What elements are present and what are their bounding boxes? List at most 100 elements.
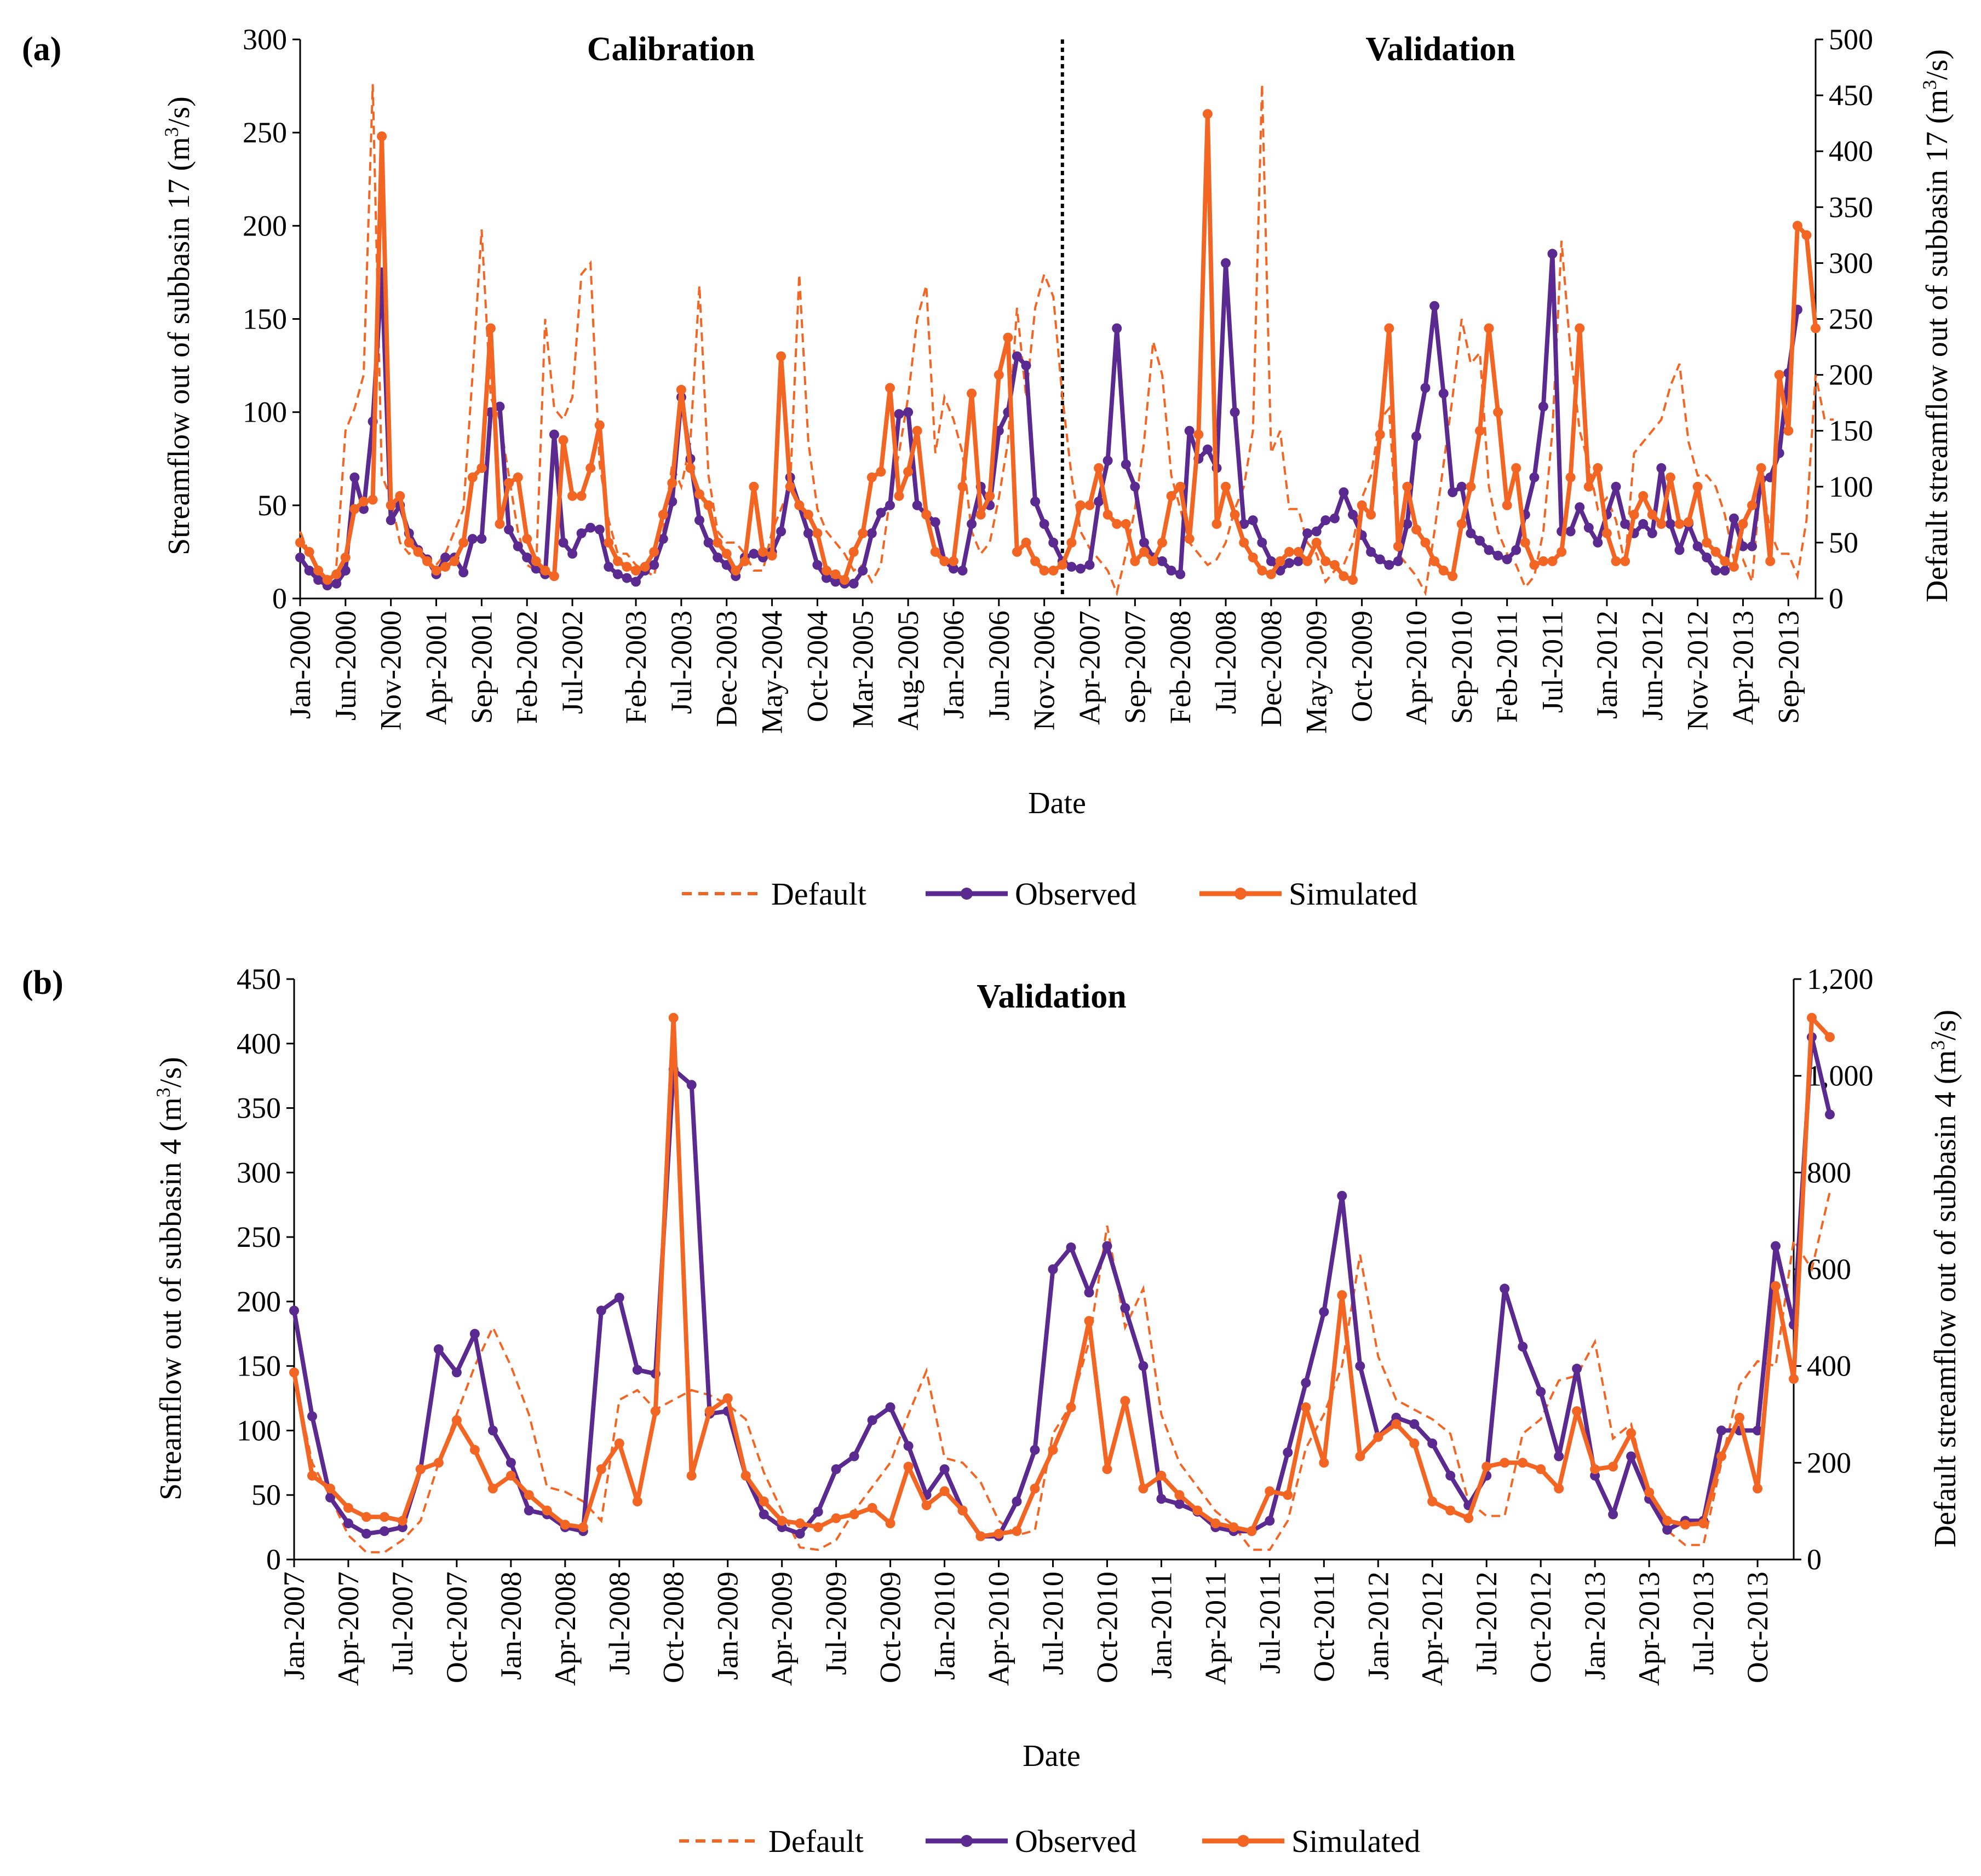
series-simulated-point — [440, 562, 451, 572]
legend-a-simulated-label: Simulated — [1289, 876, 1417, 912]
series-simulated-point — [794, 500, 805, 510]
right-tick-label: 800 — [1807, 1156, 1851, 1189]
series-simulated-point — [524, 1490, 534, 1500]
series-observed-point — [1230, 407, 1240, 417]
x-tick-label: Nov-2000 — [375, 611, 407, 730]
series-observed-point — [1319, 1307, 1329, 1317]
series-observed-point — [1301, 1378, 1311, 1388]
series-simulated-point — [1593, 463, 1603, 473]
series-observed-point — [1647, 528, 1657, 538]
series-observed-point — [1266, 556, 1276, 566]
series-observed-point — [713, 553, 723, 563]
series-simulated-point — [1456, 519, 1467, 529]
left-tick-label: 50 — [257, 489, 287, 522]
series-simulated-point — [1529, 560, 1540, 570]
series-simulated-point — [1511, 463, 1521, 473]
series-simulated-point — [377, 131, 387, 141]
series-simulated-point — [1275, 556, 1285, 566]
series-observed-point — [331, 578, 342, 589]
series-simulated-point — [785, 481, 795, 492]
series-observed-point — [1293, 556, 1304, 566]
series-simulated-point — [1608, 1461, 1618, 1472]
series-observed-point — [1174, 1499, 1185, 1509]
series-simulated-point — [1735, 1412, 1744, 1423]
series-simulated-point — [469, 1445, 480, 1455]
series-simulated-point — [513, 472, 523, 482]
series-observed-point — [576, 528, 587, 538]
series-simulated-point — [840, 575, 850, 585]
series-observed-point — [694, 515, 704, 526]
series-simulated-point — [379, 1512, 389, 1522]
series-observed-point — [1475, 536, 1485, 546]
x-tick-label: Apr-2009 — [766, 1572, 799, 1686]
series-simulated-point — [1429, 556, 1440, 566]
series-default-line — [299, 84, 1834, 597]
panel-a-right-axis-title: Default streamflow out of subbasin 17 (m… — [1919, 49, 1954, 602]
series-simulated-point — [359, 497, 369, 507]
series-simulated-point — [813, 1522, 823, 1533]
series-observed-point — [1284, 558, 1294, 568]
series-observed-point — [1075, 563, 1086, 574]
series-simulated-point — [921, 509, 932, 520]
series-observed-point — [343, 1518, 353, 1528]
series-simulated-point — [1175, 481, 1186, 492]
series-simulated-point — [1293, 546, 1304, 557]
series-simulated-point — [1626, 1428, 1637, 1438]
series-simulated-point — [1012, 546, 1022, 557]
series-observed-point — [386, 515, 396, 526]
x-tick-label: Jun-2012 — [1636, 611, 1669, 721]
left-tick-label: 200 — [243, 209, 287, 242]
series-simulated-point — [549, 571, 559, 582]
series-simulated-point — [1030, 1483, 1040, 1494]
series-simulated-point — [921, 1500, 932, 1511]
series-simulated-point — [558, 435, 569, 445]
series-observed-point — [776, 526, 786, 537]
x-tick-label: Jan-2009 — [711, 1572, 744, 1680]
x-tick-label: Oct-2007 — [440, 1572, 473, 1683]
series-simulated-point — [822, 566, 831, 576]
series-simulated-point — [451, 1415, 462, 1425]
panel-a-axes: 0 50 100 150 200 250 300 0 50 100 150 200 250 300 350 4… — [243, 23, 1873, 734]
legend-a-default-label: Default — [771, 876, 866, 912]
x-tick-label: Oct-2004 — [801, 611, 834, 722]
series-simulated-point — [1729, 562, 1739, 572]
series-observed-point — [930, 517, 940, 527]
series-simulated-point — [1228, 1522, 1239, 1533]
series-simulated-point — [325, 1483, 335, 1494]
series-simulated-point — [749, 481, 759, 492]
series-simulated-point — [649, 546, 659, 557]
panel-a-x-axis-title: Date — [1028, 786, 1086, 820]
series-simulated-point — [694, 489, 704, 499]
series-observed-point — [433, 1344, 444, 1354]
series-observed-point — [524, 1505, 534, 1516]
series-observed-point — [549, 429, 559, 440]
series-simulated-point — [1211, 519, 1222, 529]
right-tick-label: 400 — [1829, 135, 1873, 168]
series-simulated-point — [596, 1464, 606, 1475]
series-simulated-point — [1393, 541, 1403, 551]
series-simulated-point — [676, 384, 686, 395]
series-simulated-point — [576, 491, 587, 501]
series-simulated-point — [1193, 429, 1204, 440]
series-observed-point — [831, 1464, 841, 1475]
series-simulated-point — [739, 556, 750, 566]
series-observed-point — [487, 1425, 498, 1436]
series-observed-point — [469, 1328, 480, 1339]
series-observed-point — [1720, 566, 1730, 576]
x-tick-label: Jan-2011 — [1145, 1572, 1178, 1679]
series-simulated-point — [368, 494, 378, 505]
series-observed-point — [1466, 528, 1476, 538]
series-observed-point — [506, 1458, 516, 1468]
series-observed-point — [885, 1402, 895, 1412]
left-tick-label: 50 — [251, 1478, 281, 1511]
series-observed-point — [1771, 1241, 1781, 1251]
series-simulated-point — [848, 546, 859, 557]
series-observed-point — [1438, 388, 1449, 399]
series-simulated-point — [578, 1522, 588, 1533]
series-simulated-point — [1184, 534, 1195, 544]
series-observed-point — [1411, 431, 1421, 441]
series-observed-point — [1611, 481, 1621, 492]
panel-b-chart: (b) Validation 0 50 100 150 200 250 300 350 400 4… — [22, 963, 1962, 1773]
series-observed-line — [292, 1035, 1832, 1539]
series-simulated-point — [307, 1470, 317, 1481]
